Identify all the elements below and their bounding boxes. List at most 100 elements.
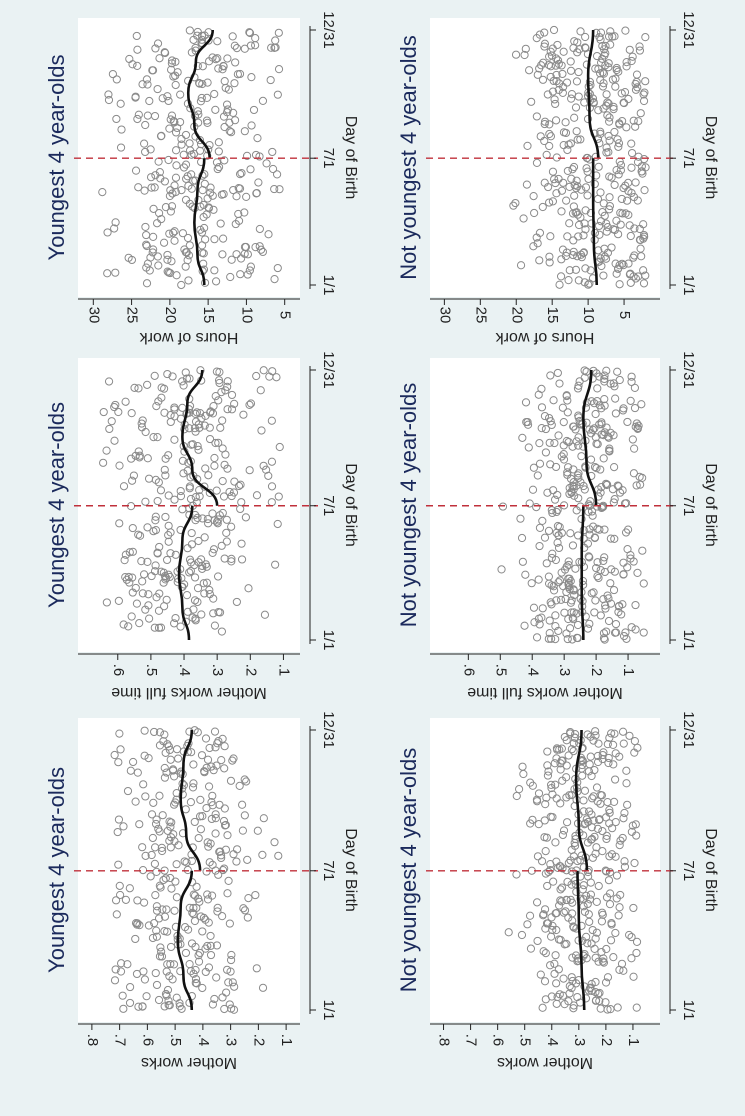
y-tick-label: .1 — [625, 1034, 642, 1047]
data-point — [543, 747, 552, 756]
data-point — [563, 877, 572, 886]
data-point — [574, 232, 583, 241]
data-point — [562, 761, 571, 770]
data-point — [199, 212, 208, 222]
data-point — [245, 466, 254, 475]
data-point — [185, 568, 194, 577]
data-point — [554, 965, 563, 974]
data-point — [167, 56, 177, 65]
data-point — [623, 417, 632, 427]
data-point — [232, 250, 241, 259]
data-point — [205, 423, 214, 432]
data-point — [215, 800, 224, 809]
data-point — [235, 781, 244, 790]
data-point — [204, 963, 214, 972]
data-point — [546, 859, 555, 869]
data-point — [150, 567, 160, 576]
data-point — [212, 973, 221, 982]
data-point — [564, 140, 573, 149]
data-point — [599, 79, 608, 88]
data-point — [612, 269, 621, 278]
data-point — [631, 422, 640, 431]
data-point — [592, 843, 601, 852]
data-point — [196, 97, 205, 106]
data-point — [151, 968, 160, 978]
data-point — [557, 883, 567, 892]
data-point — [149, 798, 158, 807]
chart-panel-5: 1/1 7/1 12/31 Day of Birth .1 .2 .3 .4 .5 .6 Mothe… — [396, 351, 719, 701]
data-point — [605, 113, 614, 122]
data-point — [583, 899, 592, 909]
data-point — [267, 482, 277, 491]
data-point — [615, 375, 624, 385]
data-point — [548, 197, 558, 206]
data-point — [144, 590, 153, 599]
data-point — [170, 772, 179, 781]
data-point — [632, 937, 642, 946]
data-point — [169, 228, 178, 237]
data-point — [257, 426, 266, 435]
data-point — [570, 733, 579, 742]
data-point — [606, 579, 615, 588]
data-point — [577, 744, 587, 753]
data-point — [240, 242, 250, 252]
data-point — [546, 47, 555, 56]
x-tick-label: 12/31 — [680, 351, 697, 389]
data-point — [571, 425, 580, 434]
data-point — [146, 872, 155, 881]
data-point — [218, 65, 227, 74]
data-point — [632, 481, 641, 490]
data-point — [580, 907, 590, 916]
data-point — [557, 255, 566, 264]
data-point — [191, 516, 200, 525]
data-point — [186, 558, 196, 567]
data-point — [532, 233, 541, 242]
data-point — [154, 397, 163, 406]
scatter-points — [110, 726, 283, 1014]
data-point — [587, 771, 596, 781]
data-point — [152, 926, 161, 935]
y-tick-label: .3 — [556, 664, 573, 677]
data-point — [167, 884, 176, 893]
data-point — [133, 45, 142, 54]
data-point — [609, 105, 618, 114]
data-point — [615, 488, 625, 497]
data-point — [203, 194, 212, 203]
data-point — [227, 554, 236, 564]
y-tick-label: .3 — [571, 1034, 588, 1047]
data-point — [184, 276, 193, 285]
data-point — [171, 128, 181, 137]
data-point — [150, 183, 159, 192]
data-point — [187, 528, 196, 538]
data-point — [585, 425, 594, 434]
data-point — [605, 868, 615, 877]
data-point — [516, 261, 526, 270]
data-point — [134, 530, 143, 539]
data-point — [579, 881, 588, 890]
data-point — [551, 951, 560, 960]
data-point — [558, 864, 567, 873]
data-point — [229, 754, 238, 763]
data-point — [599, 104, 608, 113]
data-point — [600, 553, 609, 562]
data-point — [167, 65, 176, 74]
data-point — [604, 433, 613, 442]
y-tick-label: .4 — [524, 664, 541, 677]
data-point — [619, 739, 628, 748]
data-point — [227, 128, 236, 137]
data-point — [521, 44, 530, 53]
data-point — [605, 852, 614, 861]
data-point — [172, 893, 181, 902]
data-point — [142, 75, 152, 84]
data-point — [200, 223, 209, 233]
data-point — [572, 633, 582, 643]
data-point — [110, 976, 120, 985]
data-point — [234, 183, 243, 193]
data-point — [189, 779, 198, 788]
data-point — [563, 166, 572, 176]
data-point — [255, 224, 264, 234]
data-point — [570, 841, 580, 850]
data-point — [594, 881, 603, 891]
data-point — [542, 793, 551, 802]
